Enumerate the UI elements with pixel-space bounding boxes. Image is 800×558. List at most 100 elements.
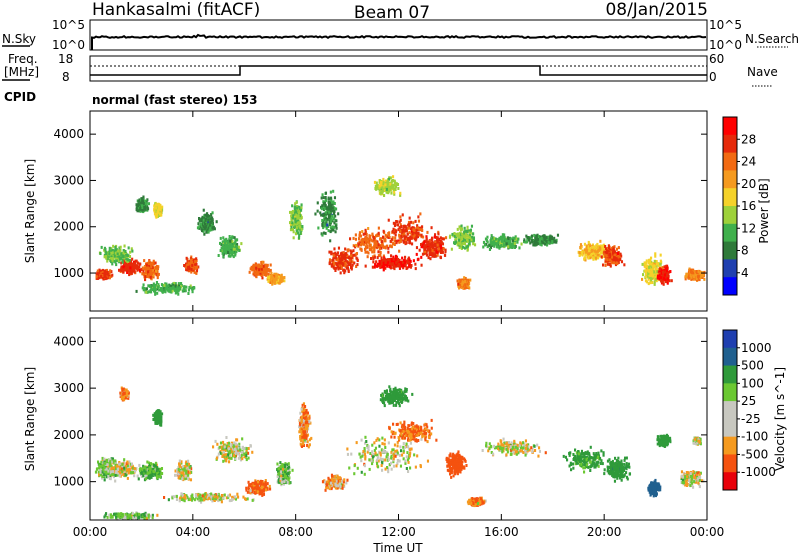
power-cell bbox=[436, 247, 438, 250]
power-cell bbox=[492, 243, 494, 246]
power-cell bbox=[660, 263, 662, 266]
power-cell bbox=[218, 254, 220, 257]
power-cell bbox=[330, 252, 332, 255]
power-cell bbox=[225, 247, 227, 250]
power-cell bbox=[359, 247, 361, 250]
power-cell bbox=[385, 246, 387, 249]
power-cell bbox=[588, 248, 590, 251]
power-cell bbox=[169, 287, 171, 290]
power-cell bbox=[262, 271, 264, 274]
power-cell bbox=[369, 237, 371, 240]
power-cell bbox=[187, 266, 189, 269]
power-cell bbox=[109, 247, 111, 250]
power-cell bbox=[136, 260, 138, 263]
power-cell bbox=[541, 241, 543, 244]
power-cell bbox=[644, 265, 646, 268]
power-cell bbox=[260, 261, 262, 264]
power-cell bbox=[380, 192, 382, 195]
power-cell bbox=[433, 244, 435, 247]
power-cell bbox=[534, 238, 536, 241]
power-cell bbox=[405, 264, 407, 267]
power-cell bbox=[240, 242, 242, 245]
power-cell bbox=[326, 224, 328, 227]
power-cell bbox=[642, 273, 644, 276]
power-cell bbox=[223, 248, 225, 251]
power-cell bbox=[645, 272, 647, 275]
power-cell bbox=[416, 253, 418, 256]
power-cell bbox=[502, 233, 504, 236]
power-cell bbox=[396, 241, 398, 244]
power-cell bbox=[198, 217, 200, 220]
power-cell bbox=[147, 207, 149, 210]
power-cell bbox=[437, 254, 439, 257]
power-cell bbox=[270, 264, 272, 267]
power-cell bbox=[254, 269, 256, 272]
power-cell bbox=[193, 286, 195, 289]
power-cell bbox=[390, 240, 392, 243]
power-cell bbox=[195, 257, 197, 260]
power-cell bbox=[213, 226, 215, 229]
power-cell bbox=[417, 258, 419, 261]
power-cell bbox=[579, 246, 581, 249]
power-cell bbox=[398, 263, 400, 266]
power-cell bbox=[161, 287, 163, 290]
power-cell bbox=[158, 273, 160, 276]
power-cell bbox=[296, 207, 298, 210]
power-cell bbox=[298, 225, 300, 228]
power-cell bbox=[270, 269, 272, 272]
power-cell bbox=[341, 257, 343, 260]
power-cell bbox=[365, 237, 367, 240]
power-cell bbox=[599, 247, 601, 250]
power-cell bbox=[451, 248, 453, 251]
power-cell bbox=[205, 219, 207, 222]
power-cell bbox=[124, 245, 126, 248]
power-cell bbox=[330, 209, 332, 212]
power-cell bbox=[355, 238, 357, 241]
power-cell bbox=[601, 248, 603, 251]
power-cell bbox=[395, 185, 397, 188]
power-cell bbox=[328, 198, 330, 201]
power-cell bbox=[462, 246, 464, 249]
power-cell bbox=[356, 263, 358, 266]
power-cell bbox=[428, 247, 430, 250]
power-cell bbox=[383, 230, 385, 233]
power-cell bbox=[609, 254, 611, 257]
power-cell bbox=[616, 257, 618, 260]
power-cell bbox=[301, 225, 303, 228]
power-cell bbox=[251, 266, 253, 269]
power-cell bbox=[107, 273, 109, 276]
power-cell bbox=[426, 240, 428, 243]
power-cell bbox=[115, 263, 117, 266]
power-cell bbox=[591, 246, 593, 249]
power-cell bbox=[155, 262, 157, 265]
power-cell bbox=[329, 239, 331, 242]
power-cell bbox=[400, 219, 402, 222]
power-cell bbox=[220, 237, 222, 240]
power-cell bbox=[407, 233, 409, 236]
power-cell bbox=[157, 286, 159, 289]
power-cell bbox=[644, 262, 646, 265]
power-cell bbox=[144, 268, 146, 271]
power-cell bbox=[122, 261, 124, 264]
power-cell bbox=[344, 258, 346, 261]
power-cell bbox=[109, 276, 111, 279]
power-cell bbox=[419, 249, 421, 252]
power-cell bbox=[300, 209, 302, 212]
power-cell bbox=[431, 237, 433, 240]
power-cell bbox=[434, 236, 436, 239]
power-cell bbox=[503, 236, 505, 239]
date-title: 08/Jan/2015 bbox=[605, 0, 708, 20]
power-cell bbox=[596, 243, 598, 246]
power-cell bbox=[507, 245, 509, 248]
power-cell bbox=[409, 224, 411, 227]
power-cell bbox=[295, 220, 297, 223]
power-cell bbox=[374, 256, 376, 259]
power-cell bbox=[300, 217, 302, 220]
power-cell bbox=[413, 259, 415, 262]
power-cell bbox=[145, 291, 147, 294]
power-cell bbox=[258, 268, 260, 271]
power-cell bbox=[401, 225, 403, 228]
power-cell bbox=[139, 263, 141, 266]
freq-left-tick-top: 18 bbox=[58, 52, 73, 66]
power-cell bbox=[126, 266, 128, 269]
